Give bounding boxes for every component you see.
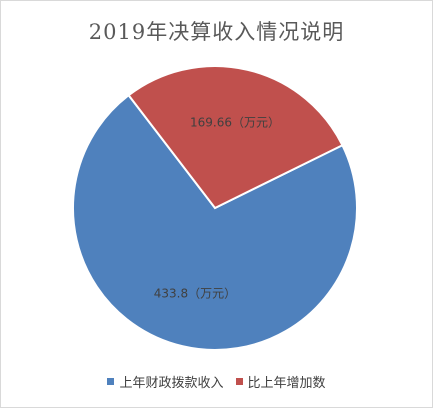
legend-label-increase: 比上年增加数: [247, 376, 326, 391]
legend-item-budget-income: 上年财政拨款收入: [107, 372, 224, 391]
legend-swatch-increase: [235, 378, 243, 385]
data-label-increase: 169.66（万元）: [190, 115, 280, 129]
slice-increase: [127, 65, 344, 210]
slice-budget-income: [72, 93, 358, 351]
legend-swatch-budget-income: [107, 378, 115, 385]
legend: 上年财政拨款收入 比上年增加数: [0, 372, 433, 391]
legend-item-increase: 比上年增加数: [235, 372, 326, 391]
chart-title: 2019年决算收入情况说明: [88, 20, 345, 44]
legend-label-budget-income: 上年财政拨款收入: [119, 376, 224, 391]
data-label-budget-income: 433.8（万元）: [154, 287, 236, 301]
